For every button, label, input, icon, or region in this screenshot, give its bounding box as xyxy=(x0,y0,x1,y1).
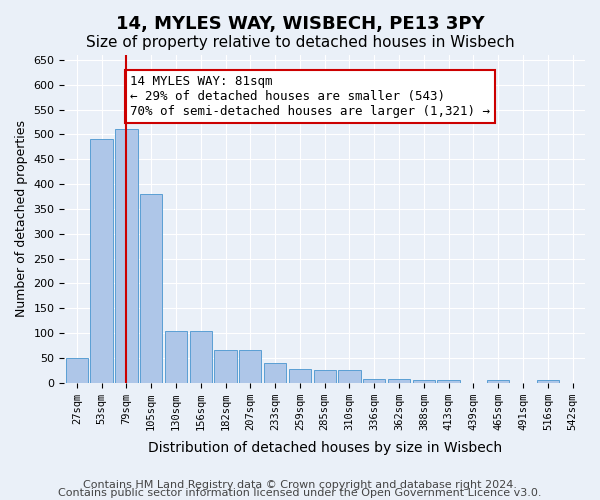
Bar xyxy=(91,140,113,382)
Bar xyxy=(65,358,88,382)
Bar xyxy=(314,370,336,382)
Text: Size of property relative to detached houses in Wisbech: Size of property relative to detached ho… xyxy=(86,35,514,50)
Bar xyxy=(413,380,435,382)
Bar xyxy=(338,370,361,382)
Text: Contains public sector information licensed under the Open Government Licence v3: Contains public sector information licen… xyxy=(58,488,542,498)
Text: 14 MYLES WAY: 81sqm
← 29% of detached houses are smaller (543)
70% of semi-detac: 14 MYLES WAY: 81sqm ← 29% of detached ho… xyxy=(130,75,490,118)
Bar xyxy=(363,378,385,382)
Bar xyxy=(214,350,236,382)
Y-axis label: Number of detached properties: Number of detached properties xyxy=(15,120,28,318)
Bar xyxy=(388,378,410,382)
Text: 14, MYLES WAY, WISBECH, PE13 3PY: 14, MYLES WAY, WISBECH, PE13 3PY xyxy=(116,15,484,33)
Bar xyxy=(115,130,137,382)
Bar xyxy=(140,194,163,382)
Bar xyxy=(487,380,509,382)
Bar xyxy=(437,380,460,382)
X-axis label: Distribution of detached houses by size in Wisbech: Distribution of detached houses by size … xyxy=(148,441,502,455)
Bar xyxy=(165,330,187,382)
Bar xyxy=(190,330,212,382)
Bar xyxy=(239,350,262,382)
Bar xyxy=(536,380,559,382)
Bar xyxy=(289,369,311,382)
Bar xyxy=(264,363,286,382)
Text: Contains HM Land Registry data © Crown copyright and database right 2024.: Contains HM Land Registry data © Crown c… xyxy=(83,480,517,490)
